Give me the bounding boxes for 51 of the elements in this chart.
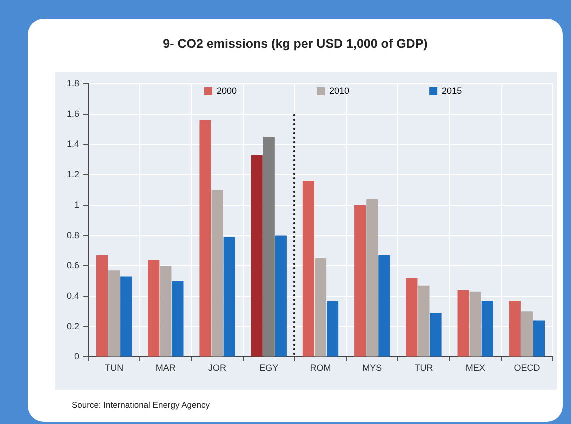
x-tick-label: ROM <box>310 363 332 374</box>
bar <box>108 270 120 357</box>
x-tick-label: MYS <box>362 363 382 374</box>
chart-title: 9- CO2 emissions (kg per USD 1,000 of GDP) <box>162 37 429 51</box>
x-tick-label: MEX <box>466 363 486 374</box>
bar <box>251 155 263 357</box>
x-tick-label: MAR <box>156 363 176 374</box>
bar <box>533 320 546 357</box>
y-tick-label: 1.2 <box>66 170 80 180</box>
bar <box>302 181 314 357</box>
bar <box>430 313 442 357</box>
x-tick-label: OECD <box>514 363 541 374</box>
bar <box>470 292 482 357</box>
y-tick-label: 0.2 <box>66 321 80 332</box>
bar <box>327 301 339 357</box>
bar <box>354 205 366 357</box>
legend-label: 2010 <box>330 86 350 96</box>
y-tick-label: 0.4 <box>66 290 80 301</box>
bar <box>172 281 184 357</box>
y-tick-label: 1 <box>74 200 80 210</box>
bar <box>458 290 470 357</box>
y-tick-label: 0.6 <box>66 260 80 271</box>
x-tick-label: JOR <box>208 363 228 374</box>
legend-label: 2000 <box>217 86 238 96</box>
bar <box>263 137 275 357</box>
bar <box>314 258 327 357</box>
bar <box>224 237 236 357</box>
x-tick-label: EGY <box>260 363 279 374</box>
x-tick-label: TUR <box>414 363 434 374</box>
bar <box>509 301 521 357</box>
legend-label: 2015 <box>442 86 462 96</box>
bar <box>418 286 430 357</box>
y-tick-label: 0.8 <box>66 230 80 240</box>
bar <box>366 199 378 357</box>
bar <box>275 236 287 357</box>
bar <box>200 120 212 357</box>
bar <box>148 260 160 357</box>
source-note: Source: International Energy Agency <box>72 400 210 410</box>
bar <box>378 256 390 357</box>
bar <box>482 301 494 357</box>
y-tick-label: 1.6 <box>66 108 80 119</box>
x-tick-label: TUN <box>105 363 124 374</box>
bar <box>521 312 533 357</box>
bar <box>120 276 132 357</box>
bar <box>96 256 108 357</box>
y-tick-label: 0 <box>74 352 80 362</box>
bar <box>406 278 418 357</box>
bar <box>160 266 172 357</box>
y-tick-label: 1.4 <box>66 139 80 150</box>
y-tick-label: 1.8 <box>66 78 80 88</box>
bar <box>212 190 224 357</box>
